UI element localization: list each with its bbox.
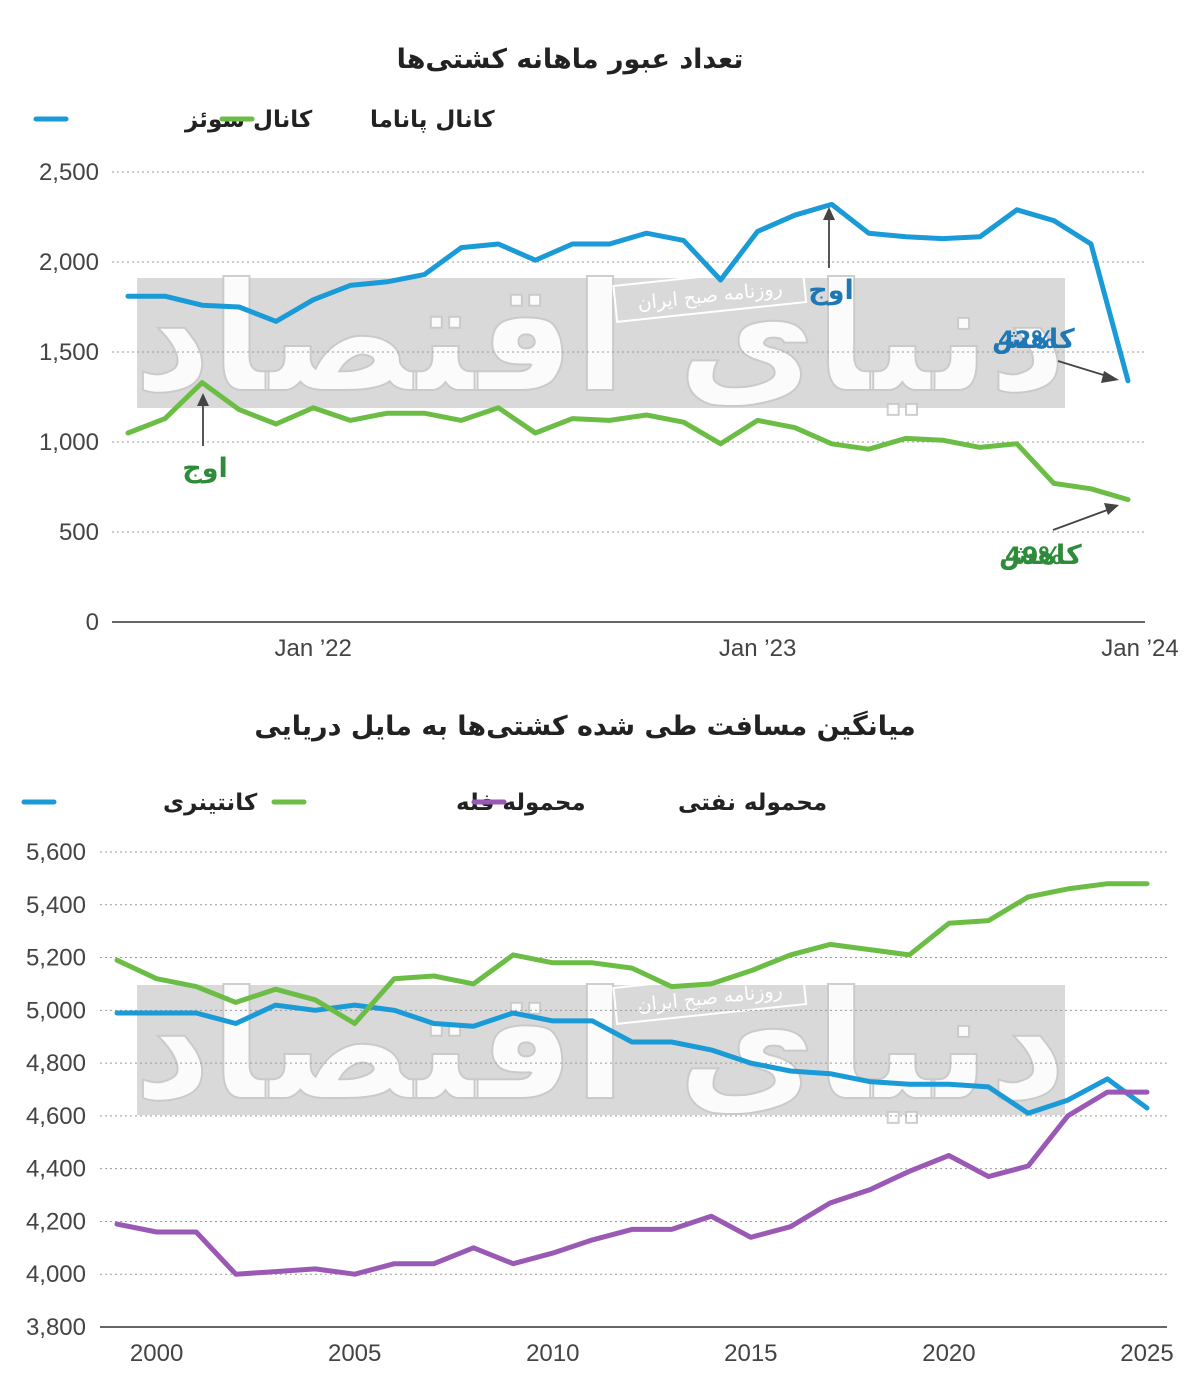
chart2-y-tick-label: 4,200 bbox=[26, 1208, 86, 1235]
suez-drop-word: کاهش bbox=[992, 324, 1075, 355]
watermark-tag-box-2 bbox=[612, 967, 808, 1025]
chart1-y-axis: 0 500 1,000 1,500 2,000 2,500 bbox=[39, 159, 99, 636]
suez-drop-arrowhead bbox=[1101, 371, 1119, 383]
legend-label-panama: کانال پاناما bbox=[370, 107, 495, 133]
chart2-gridlines bbox=[100, 851, 1167, 1328]
legend-label-tanker: محموله نفتی bbox=[678, 790, 827, 816]
chart2-y-tick-label: 5,400 bbox=[26, 892, 86, 919]
chart2-legend: کانتینری محموله فله محموله نفتی bbox=[21, 790, 827, 816]
series-line-container bbox=[114, 1002, 1150, 1116]
chart1-gridlines bbox=[112, 171, 1145, 623]
watermark-2: دنیای اقتصاد روزنامه صبح ایران bbox=[133, 959, 1068, 1135]
panama-drop-arrowhead bbox=[1104, 503, 1119, 515]
chart2-y-tick-label: 4,000 bbox=[26, 1261, 86, 1288]
panama-peak-arrowhead bbox=[197, 393, 209, 406]
chart2-y-tick-label: 5,000 bbox=[26, 997, 86, 1024]
chart2-x-tick-label: 2005 bbox=[328, 1340, 381, 1367]
watermark-logo-text-2: دنیای اقتصاد bbox=[134, 960, 1067, 1134]
chart2-y-tick-label: 4,800 bbox=[26, 1050, 86, 1077]
chart1-series bbox=[125, 201, 1131, 503]
panama-drop-word: کاهش bbox=[999, 540, 1082, 571]
chart2-x-tick-label: 2020 bbox=[922, 1340, 975, 1367]
chart2-title: میانگین مسافت طی شده کشتی‌ها به مایل دری… bbox=[254, 710, 915, 742]
chart2-x-tick-label: 2025 bbox=[1120, 1340, 1173, 1367]
chart1-y-tick-label: 0 bbox=[86, 609, 99, 636]
chart2-y-tick-label: 5,200 bbox=[26, 945, 86, 972]
series-line-bulk bbox=[114, 881, 1150, 1026]
chart2-x-tick-label: 2010 bbox=[526, 1340, 579, 1367]
panama-drop-pct: 49% bbox=[1005, 542, 1062, 570]
watermark-logo-text: دنیای اقتصاد bbox=[134, 252, 1067, 426]
suez-drop-pct: 42% bbox=[998, 326, 1055, 354]
chart2-y-axis: 3,800 4,000 4,200 4,400 4,600 4,800 5,000 5,200… bbox=[26, 839, 86, 1341]
chart1-y-tick-label: 1,000 bbox=[39, 429, 99, 456]
suez-drop-arrow bbox=[1057, 360, 1111, 378]
chart2-y-tick-label: 5,600 bbox=[26, 839, 86, 866]
chart2-x-tick-label: 2000 bbox=[130, 1340, 183, 1367]
suez-peak-label: اوج bbox=[808, 275, 854, 306]
chart1-x-tick-label: Jan ’23 bbox=[719, 635, 796, 662]
panama-peak-label: اوج bbox=[182, 453, 228, 484]
series-line-panama bbox=[125, 380, 1131, 503]
legend-label-container: کانتینری bbox=[163, 790, 258, 816]
series-line-tanker bbox=[114, 1089, 1150, 1277]
chart1-title: تعداد عبور ماهانه کشتی‌ها bbox=[397, 44, 744, 75]
chart1-annotations: اوج کاهش 42% اوج کاهش 49% bbox=[182, 207, 1119, 571]
series-line-suez bbox=[125, 201, 1131, 384]
suez-peak-arrowhead bbox=[823, 207, 835, 220]
chart2-y-tick-label: 3,800 bbox=[26, 1314, 86, 1341]
chart2-x-tick-label: 2015 bbox=[724, 1340, 777, 1367]
monthly-transits-chart: تعداد عبور ماهانه کشتی‌ها کانال سوئز کان… bbox=[33, 44, 1179, 662]
chart2-series bbox=[114, 881, 1150, 1277]
chart1-x-axis: Jan ’22 Jan ’23 Jan ’24 bbox=[274, 635, 1178, 662]
watermark-band bbox=[137, 278, 1065, 408]
watermark: دنیای اقتصاد روزنامه صبح ایران bbox=[133, 251, 1068, 427]
chart1-y-tick-label: 500 bbox=[59, 519, 99, 546]
chart2-y-tick-label: 4,400 bbox=[26, 1156, 86, 1183]
watermark-tag-box bbox=[612, 265, 808, 323]
chart1-y-tick-label: 2,500 bbox=[39, 159, 99, 186]
chart1-x-tick-label: Jan ’22 bbox=[274, 635, 351, 662]
chart2-y-tick-label: 4,600 bbox=[26, 1103, 86, 1130]
chart1-legend: کانال سوئز کانال پاناما bbox=[33, 107, 495, 133]
chart1-y-tick-label: 1,500 bbox=[39, 339, 99, 366]
chart1-y-tick-label: 2,000 bbox=[39, 249, 99, 276]
chart1-x-tick-label: Jan ’24 bbox=[1101, 635, 1178, 662]
panama-drop-arrow bbox=[1052, 508, 1111, 531]
chart2-x-axis: 2000 2005 2010 2015 2020 2025 bbox=[130, 1340, 1174, 1367]
avg-distance-chart: میانگین مسافت طی شده کشتی‌ها به مایل دری… bbox=[21, 710, 1174, 1367]
